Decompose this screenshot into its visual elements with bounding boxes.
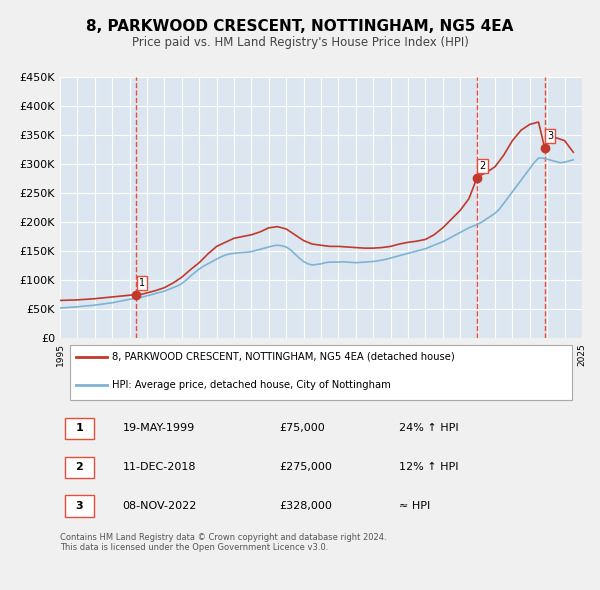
Text: 12% ↑ HPI: 12% ↑ HPI (400, 462, 459, 472)
FancyBboxPatch shape (65, 457, 94, 478)
Text: 1: 1 (76, 423, 83, 433)
FancyBboxPatch shape (70, 345, 572, 401)
Text: 3: 3 (76, 501, 83, 511)
Text: HPI: Average price, detached house, City of Nottingham: HPI: Average price, detached house, City… (112, 381, 391, 391)
Text: £75,000: £75,000 (279, 423, 325, 433)
Text: 24% ↑ HPI: 24% ↑ HPI (400, 423, 459, 433)
Text: 2: 2 (76, 462, 83, 472)
Text: 08-NOV-2022: 08-NOV-2022 (122, 501, 197, 511)
FancyBboxPatch shape (65, 496, 94, 517)
Text: ≈ HPI: ≈ HPI (400, 501, 431, 511)
Text: Contains HM Land Registry data © Crown copyright and database right 2024.
This d: Contains HM Land Registry data © Crown c… (60, 533, 386, 552)
Text: 8, PARKWOOD CRESCENT, NOTTINGHAM, NG5 4EA: 8, PARKWOOD CRESCENT, NOTTINGHAM, NG5 4E… (86, 19, 514, 34)
Text: £328,000: £328,000 (279, 501, 332, 511)
Text: 19-MAY-1999: 19-MAY-1999 (122, 423, 195, 433)
Text: £275,000: £275,000 (279, 462, 332, 472)
Text: 2: 2 (479, 162, 485, 172)
Text: 1: 1 (139, 278, 145, 288)
Text: 11-DEC-2018: 11-DEC-2018 (122, 462, 196, 472)
Text: Price paid vs. HM Land Registry's House Price Index (HPI): Price paid vs. HM Land Registry's House … (131, 36, 469, 49)
FancyBboxPatch shape (65, 418, 94, 439)
Text: 3: 3 (547, 130, 553, 140)
Text: 8, PARKWOOD CRESCENT, NOTTINGHAM, NG5 4EA (detached house): 8, PARKWOOD CRESCENT, NOTTINGHAM, NG5 4E… (112, 352, 455, 362)
